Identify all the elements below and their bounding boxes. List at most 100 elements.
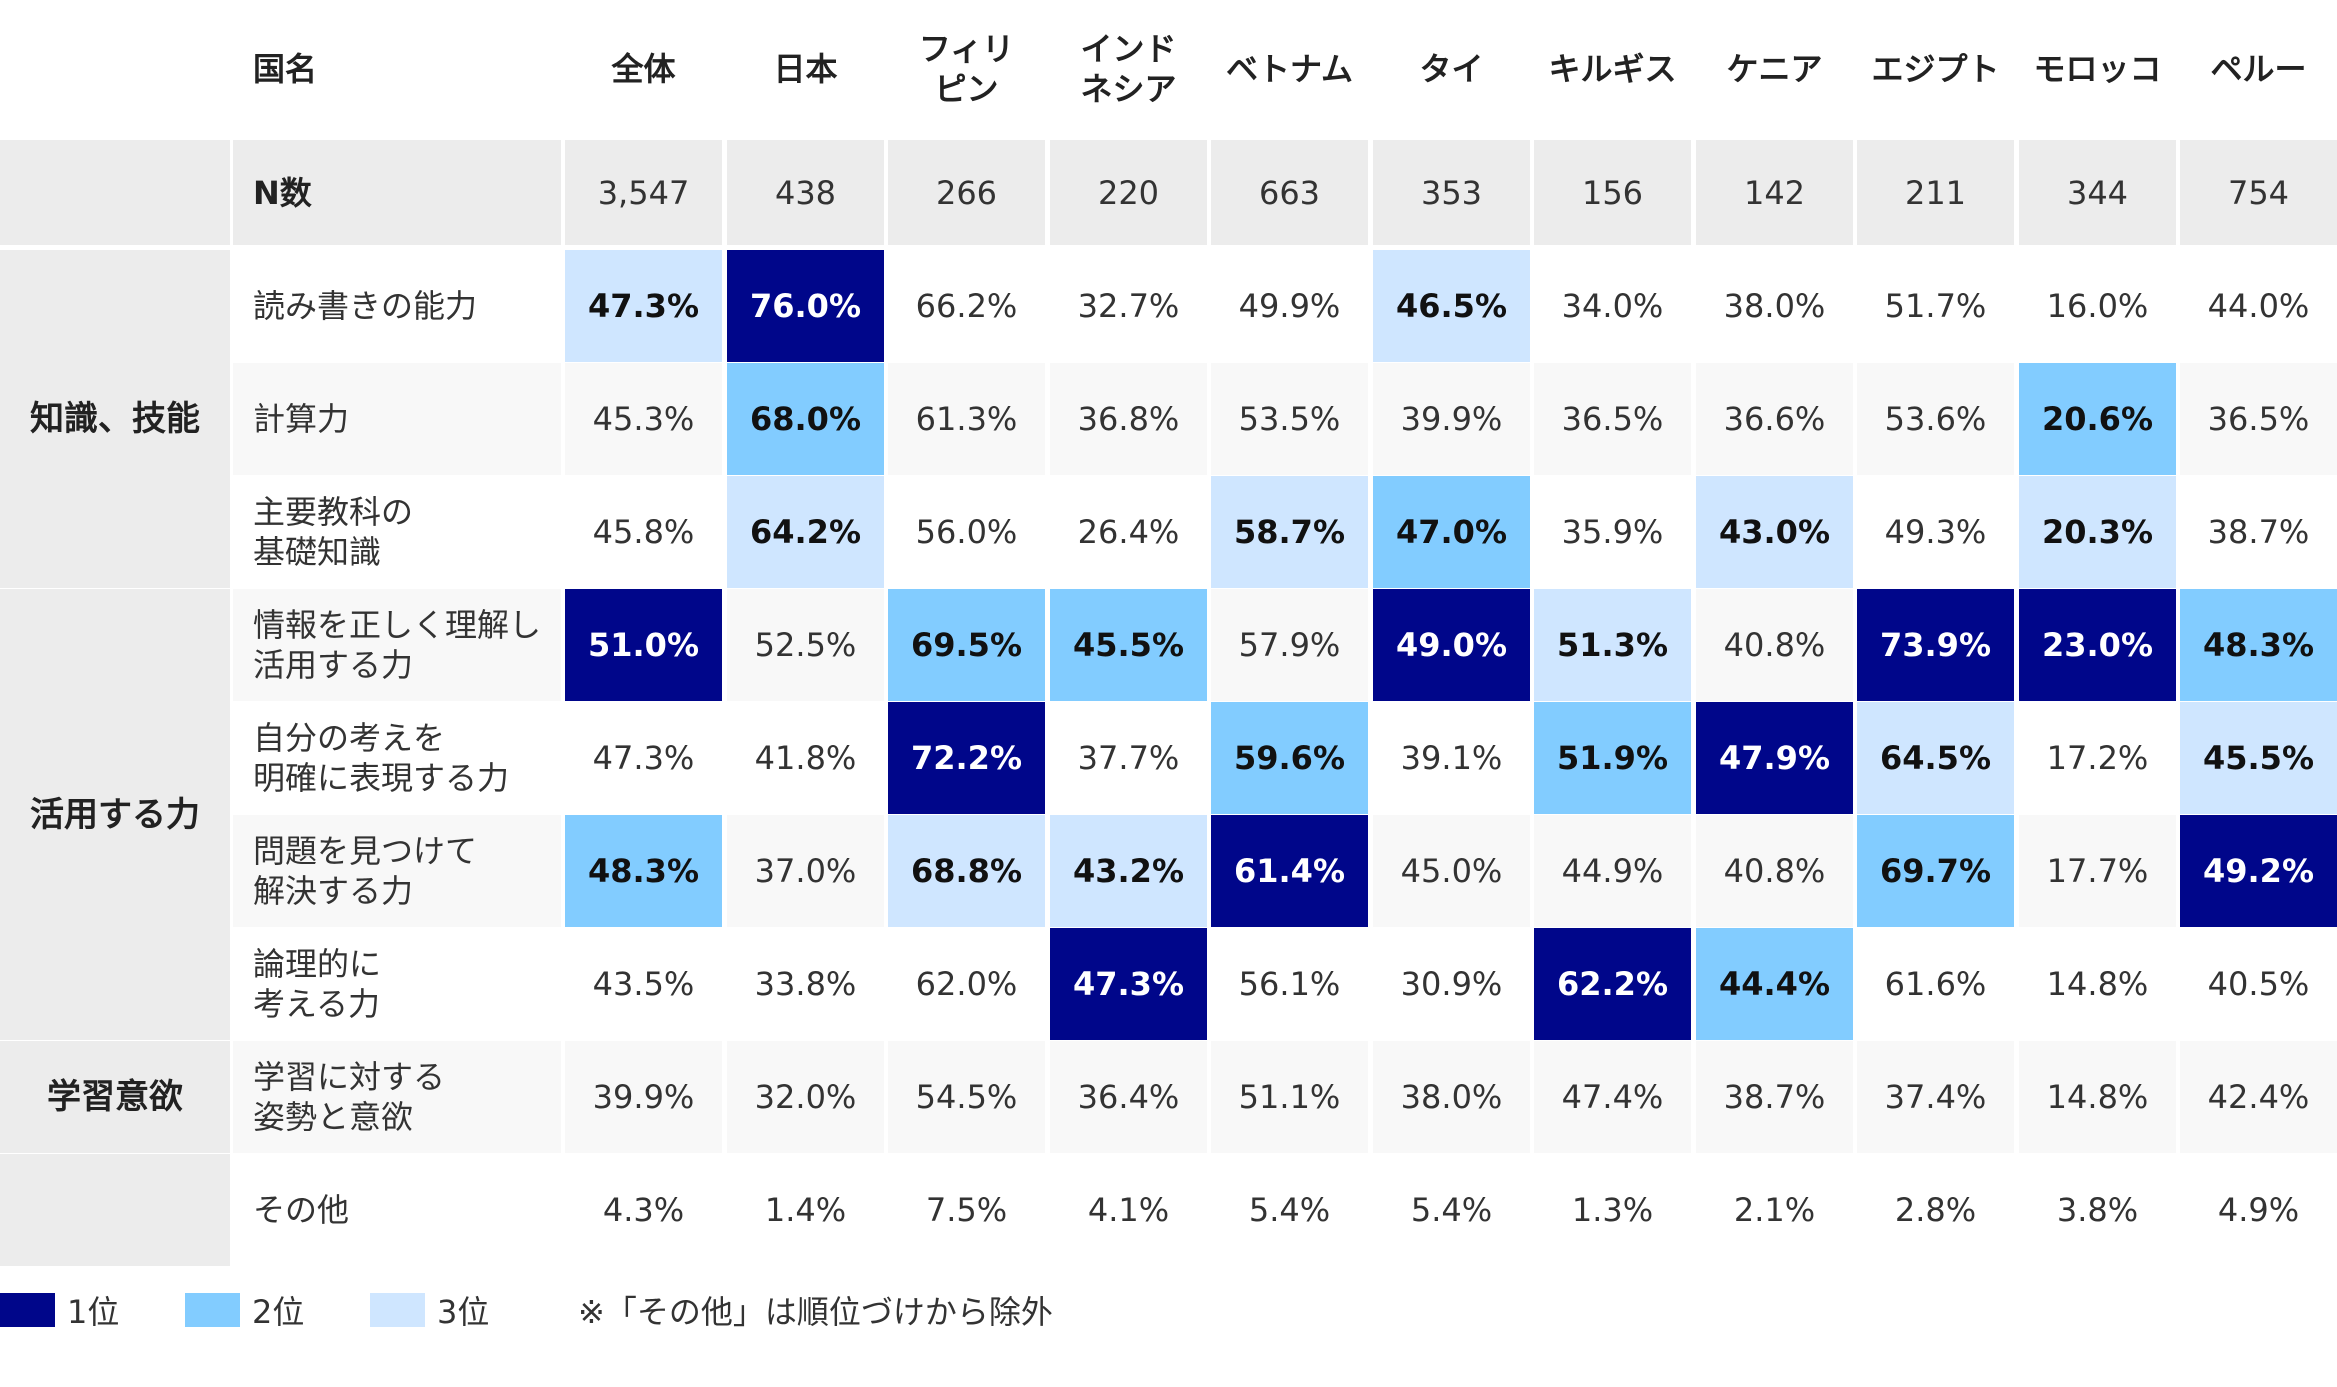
value-cell: 48.3% xyxy=(2180,589,2337,701)
value-cell: 49.3% xyxy=(1884,513,1987,551)
column-header: ペルー xyxy=(2210,49,2307,88)
value-cell: 26.4% xyxy=(1077,513,1180,551)
value-cell: 34.0% xyxy=(1561,287,1664,325)
value-cell: 4.3% xyxy=(602,1191,685,1229)
value-cell: 76.0% xyxy=(727,250,884,362)
value-cell: 49.2% xyxy=(2180,815,2337,927)
value-cell: 64.5% xyxy=(1857,702,2014,814)
legend-swatch-rank-1 xyxy=(0,1293,55,1327)
value-cell: 36.5% xyxy=(1534,363,1691,475)
value-cell: 58.7% xyxy=(1211,476,1368,588)
value-cell: 69.7% xyxy=(1857,815,2014,927)
column-header: エジプト xyxy=(1871,49,2000,88)
legend-swatch-rank-2 xyxy=(185,1293,240,1327)
value-cell: 51.7% xyxy=(1884,287,1987,325)
value-cell: 47.4% xyxy=(1534,1041,1691,1153)
row-label: 学習に対する 姿勢と意欲 xyxy=(233,1041,561,1153)
value-cell: 45.3% xyxy=(565,363,722,475)
value-cell: 20.3% xyxy=(2019,476,2176,588)
legend-label-rank-3: 3位 xyxy=(437,1293,490,1331)
value-cell: 3.8% xyxy=(2056,1191,2139,1229)
value-cell: 47.0% xyxy=(1373,476,1530,588)
value-cell: 61.6% xyxy=(1884,965,1987,1003)
value-cell: 37.0% xyxy=(727,815,884,927)
value-cell: 72.2% xyxy=(888,702,1045,814)
value-cell: 49.0% xyxy=(1373,589,1530,701)
value-cell: 59.6% xyxy=(1211,702,1368,814)
value-cell: 51.3% xyxy=(1534,589,1691,701)
value-cell: 40.8% xyxy=(1696,815,1853,927)
value-cell: 68.0% xyxy=(727,363,884,475)
value-cell: 51.0% xyxy=(565,589,722,701)
column-header: インド ネシア xyxy=(1080,29,1177,108)
value-cell: 37.4% xyxy=(1857,1041,2014,1153)
n-value: 754 xyxy=(2180,140,2337,245)
row-label: その他 xyxy=(253,1191,350,1229)
n-value: 353 xyxy=(1373,140,1530,245)
column-header: タイ xyxy=(1419,49,1484,88)
value-cell: 1.4% xyxy=(764,1191,847,1229)
column-header: モロッコ xyxy=(2033,49,2162,88)
legend-item-rank-2: 2位 xyxy=(185,1290,304,1331)
value-cell: 1.3% xyxy=(1571,1191,1654,1229)
legend: 1位 2位 3位 ※「その他」は順位づけから除外 xyxy=(0,1290,2337,1331)
value-cell: 38.7% xyxy=(1696,1041,1853,1153)
column-header: ケニア xyxy=(1726,49,1823,88)
row-label: 情報を正しく理解し 活用する力 xyxy=(233,589,561,701)
value-cell: 23.0% xyxy=(2019,589,2176,701)
value-cell: 43.0% xyxy=(1696,476,1853,588)
row-label: 読み書きの能力 xyxy=(253,287,478,325)
row-label: 計算力 xyxy=(233,363,561,475)
n-value: 3,547 xyxy=(565,140,722,245)
column-header: ベトナム xyxy=(1225,49,1354,88)
value-cell: 2.8% xyxy=(1894,1191,1977,1229)
value-cell: 33.8% xyxy=(754,965,857,1003)
category-label xyxy=(0,1154,230,1266)
value-cell: 44.9% xyxy=(1534,815,1691,927)
value-cell: 46.5% xyxy=(1373,250,1530,362)
legend-item-rank-1: 1位 xyxy=(0,1290,120,1331)
value-cell: 51.1% xyxy=(1211,1041,1368,1153)
n-value: 142 xyxy=(1696,140,1853,245)
value-cell: 14.8% xyxy=(2019,1041,2176,1153)
value-cell: 14.8% xyxy=(2046,965,2149,1003)
value-cell: 30.9% xyxy=(1400,965,1503,1003)
value-cell: 39.9% xyxy=(1373,363,1530,475)
value-cell: 42.4% xyxy=(2180,1041,2337,1153)
n-label: N数 xyxy=(233,140,561,245)
value-cell: 43.5% xyxy=(592,965,695,1003)
value-cell: 17.7% xyxy=(2019,815,2176,927)
column-header: フィリ ピン xyxy=(918,29,1015,108)
value-cell: 53.5% xyxy=(1211,363,1368,475)
value-cell: 47.3% xyxy=(565,250,722,362)
value-cell: 16.0% xyxy=(2046,287,2149,325)
value-cell: 51.9% xyxy=(1534,702,1691,814)
value-cell: 32.7% xyxy=(1077,287,1180,325)
value-cell: 45.5% xyxy=(2180,702,2337,814)
value-cell: 4.9% xyxy=(2217,1191,2300,1229)
row-label: 論理的に 考える力 xyxy=(253,945,382,1023)
category-label: 学習意欲 xyxy=(0,1041,230,1153)
column-header: キルギス xyxy=(1548,49,1677,88)
value-cell: 45.5% xyxy=(1050,589,1207,701)
value-cell: 47.3% xyxy=(1050,928,1207,1040)
value-cell: 17.2% xyxy=(2046,739,2149,777)
value-cell: 38.0% xyxy=(1723,287,1826,325)
value-cell: 5.4% xyxy=(1248,1191,1331,1229)
value-cell: 57.9% xyxy=(1211,589,1368,701)
value-cell: 4.1% xyxy=(1087,1191,1170,1229)
value-cell: 36.4% xyxy=(1050,1041,1207,1153)
value-cell: 43.2% xyxy=(1050,815,1207,927)
value-cell: 32.0% xyxy=(727,1041,884,1153)
value-cell: 40.5% xyxy=(2207,965,2310,1003)
value-cell: 39.1% xyxy=(1400,739,1503,777)
ranking-table: 国名 全体 日本 フィリ ピン インド ネシア ベトナム タイ キルギス ケニア エジプト モロッコ… xyxy=(0,29,2337,1266)
value-cell: 73.9% xyxy=(1857,589,2014,701)
value-cell: 35.9% xyxy=(1561,513,1664,551)
n-value: 438 xyxy=(727,140,884,245)
legend-label-rank-1: 1位 xyxy=(67,1293,120,1331)
value-cell: 44.0% xyxy=(2207,287,2310,325)
value-cell: 38.0% xyxy=(1373,1041,1530,1153)
n-value: 266 xyxy=(888,140,1045,245)
value-cell: 62.2% xyxy=(1534,928,1691,1040)
